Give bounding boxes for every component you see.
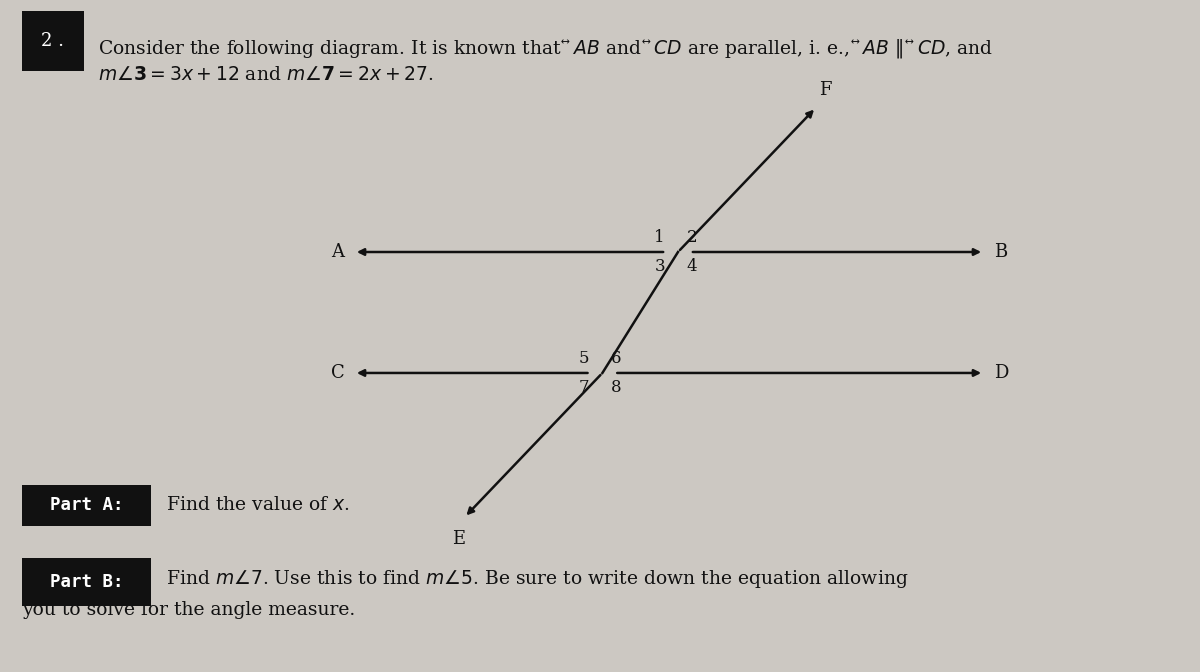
- Text: B: B: [994, 243, 1007, 261]
- Text: E: E: [452, 530, 464, 548]
- Text: you to solve for the angle measure.: you to solve for the angle measure.: [22, 601, 355, 619]
- Text: 6: 6: [611, 350, 622, 367]
- Text: D: D: [994, 364, 1008, 382]
- FancyBboxPatch shape: [22, 485, 151, 526]
- Text: 7: 7: [578, 379, 589, 396]
- Text: 8: 8: [611, 379, 622, 396]
- Text: $m\angle{\mathbf{3}} = 3x + 12$ and $m\angle{\mathbf{7}} = 2x + 27$.: $m\angle{\mathbf{3}} = 3x + 12$ and $m\a…: [98, 67, 433, 84]
- Text: Find $m\angle 7$. Use this to find $m\angle 5$. Be sure to write down the equati: Find $m\angle 7$. Use this to find $m\an…: [166, 569, 908, 590]
- Text: 5: 5: [578, 350, 589, 367]
- Text: 1: 1: [654, 229, 665, 246]
- Text: 4: 4: [686, 258, 697, 275]
- Text: Part A:: Part A:: [49, 497, 124, 514]
- Text: Consider the following diagram. It is known that $\overleftrightarrow{AB}$ and $: Consider the following diagram. It is kn…: [98, 37, 994, 60]
- Text: C: C: [331, 364, 344, 382]
- Text: A: A: [331, 243, 344, 261]
- FancyBboxPatch shape: [22, 558, 151, 606]
- Text: 3: 3: [654, 258, 665, 275]
- Text: Part B:: Part B:: [49, 573, 124, 591]
- Text: 2 .: 2 .: [41, 32, 65, 50]
- Text: 2: 2: [686, 229, 697, 246]
- FancyBboxPatch shape: [22, 11, 84, 71]
- Text: Find the value of $x$.: Find the value of $x$.: [166, 497, 349, 514]
- Text: F: F: [820, 81, 832, 99]
